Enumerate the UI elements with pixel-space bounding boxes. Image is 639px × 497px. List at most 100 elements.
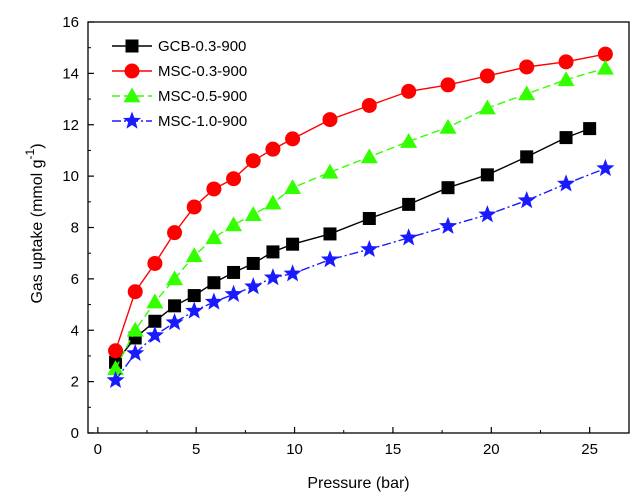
data-point — [597, 46, 613, 62]
data-point — [185, 301, 204, 319]
y-tick-label: 12 — [62, 117, 79, 134]
data-point — [206, 181, 222, 197]
data-point — [245, 153, 261, 169]
data-point — [263, 268, 282, 286]
data-point — [107, 360, 125, 376]
data-point — [285, 131, 301, 147]
data-point — [186, 199, 202, 215]
data-point — [108, 343, 124, 359]
legend-item: GCB-0.3-900 — [112, 38, 246, 55]
data-point — [167, 225, 183, 241]
data-point — [227, 265, 241, 279]
data-point — [441, 181, 455, 195]
data-point — [557, 71, 575, 87]
legend-item: MSC-0.3-900 — [112, 63, 247, 80]
data-point — [583, 122, 597, 136]
data-point — [106, 370, 125, 389]
data-point — [480, 168, 494, 182]
y-axis-title-close: ) — [29, 143, 46, 148]
x-tick-label: 25 — [581, 441, 598, 458]
data-point — [244, 277, 263, 295]
data-point — [323, 227, 337, 241]
legend-marker — [125, 39, 139, 53]
data-point — [207, 276, 221, 290]
data-point — [264, 194, 282, 210]
data-point — [148, 314, 162, 328]
x-tick-label: 20 — [483, 441, 500, 458]
data-point — [205, 229, 223, 245]
y-tick-label: 16 — [62, 14, 79, 31]
y-axis-title-main: Gas uptake (mmol g — [29, 159, 46, 303]
y-tick-label: 0 — [71, 425, 79, 442]
legend-marker — [122, 111, 142, 129]
data-point — [478, 205, 497, 223]
legend-item: MSC-0.5-900 — [112, 87, 247, 105]
data-point — [146, 293, 164, 309]
y-tick-label: 6 — [71, 271, 79, 288]
y-tick-label: 10 — [62, 168, 79, 185]
y-tick-label: 8 — [71, 220, 79, 237]
data-point — [126, 343, 145, 362]
data-point — [558, 54, 574, 70]
x-tick-label: 15 — [385, 441, 402, 458]
data-point — [266, 245, 280, 259]
data-point — [321, 163, 339, 179]
data-point — [557, 174, 576, 192]
x-tick-label: 0 — [94, 441, 102, 458]
legend-label: MSC-0.3-900 — [158, 63, 247, 80]
data-point — [596, 158, 615, 177]
data-point — [166, 270, 184, 286]
legend: GCB-0.3-900 MSC-0.3-900 MSC-0.5-900 MSC-1.0… — [112, 38, 247, 130]
x-axis-title: Pressure (bar) — [307, 475, 409, 492]
series-GCB-0.3-900 — [109, 122, 597, 369]
data-point — [265, 141, 281, 157]
data-point — [559, 131, 573, 145]
ticks-layer: 0 5 10 15 20 25 0 2 4 6 8 10 12 14 16 — [62, 14, 598, 458]
data-point — [362, 212, 376, 226]
data-point — [168, 299, 182, 313]
legend-item: MSC-1.0-900 — [112, 111, 247, 130]
data-point — [320, 250, 340, 268]
data-point — [399, 228, 418, 246]
data-point — [185, 247, 203, 263]
data-point — [361, 97, 377, 113]
data-point — [286, 237, 300, 251]
legend-label: MSC-1.0-900 — [158, 113, 247, 130]
x-tick-label: 5 — [192, 441, 200, 458]
y-axis-title: Gas uptake (mmol g-1) — [23, 143, 46, 303]
data-point — [360, 148, 378, 164]
data-point — [126, 321, 144, 337]
data-point — [439, 118, 457, 134]
legend-label: MSC-0.5-900 — [158, 88, 247, 105]
series-line — [114, 127, 590, 363]
series-MSC-1.0-900 — [106, 158, 615, 389]
data-point — [322, 112, 338, 128]
data-point — [401, 83, 417, 99]
data-point — [224, 284, 243, 302]
y-tick-label: 2 — [71, 374, 79, 391]
data-point — [165, 313, 184, 331]
series-layer — [106, 46, 615, 389]
series-MSC-0.3-900 — [108, 46, 613, 359]
y-axis-title-superscript: -1 — [23, 148, 37, 159]
data-point — [284, 179, 302, 195]
legend-marker — [124, 63, 140, 79]
data-point — [479, 68, 495, 84]
legend-label: GCB-0.3-900 — [158, 38, 246, 55]
data-point — [127, 284, 143, 300]
data-point — [187, 289, 201, 303]
data-point — [246, 256, 260, 270]
data-point — [518, 85, 536, 101]
data-point — [244, 206, 262, 222]
data-point — [438, 216, 458, 234]
data-point — [360, 239, 379, 258]
series-MSC-0.5-900 — [107, 59, 614, 376]
y-tick-label: 14 — [62, 65, 79, 82]
data-point — [226, 171, 242, 187]
data-point — [400, 132, 418, 148]
data-point — [225, 216, 243, 232]
legend-marker — [123, 87, 141, 103]
x-tick-label: 10 — [286, 441, 303, 458]
data-point — [517, 191, 536, 209]
